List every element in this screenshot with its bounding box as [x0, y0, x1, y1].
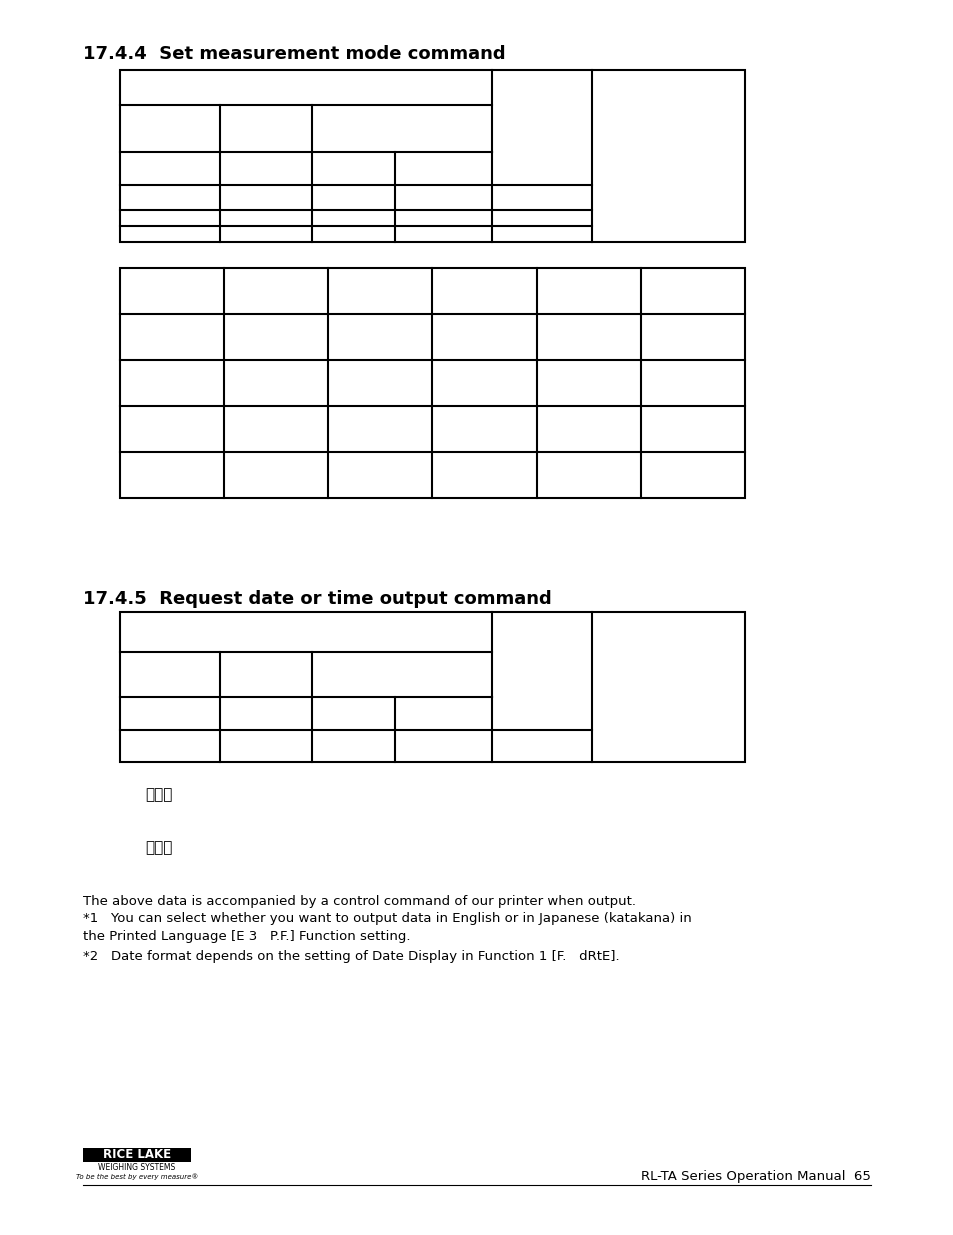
Bar: [120, 268, 744, 498]
Text: *1   You can select whether you want to output data in English or in Japanese (k: *1 You can select whether you want to ou…: [83, 911, 691, 925]
Text: 17.4.4  Set measurement mode command: 17.4.4 Set measurement mode command: [83, 44, 505, 63]
Text: 17.4.5  Request date or time output command: 17.4.5 Request date or time output comma…: [83, 590, 551, 608]
Text: WEIGHING SYSTEMS: WEIGHING SYSTEMS: [98, 1163, 175, 1172]
Bar: [83, 1149, 191, 1162]
Text: RL-TA Series Operation Manual  65: RL-TA Series Operation Manual 65: [640, 1170, 870, 1183]
Bar: [120, 613, 744, 762]
Text: *2   Date format depends on the setting of Date Display in Function 1 [F.   dRtE: *2 Date format depends on the setting of…: [83, 950, 619, 963]
Text: The above data is accompanied by a control command of our printer when output.: The above data is accompanied by a contr…: [83, 895, 636, 908]
Text: To be the best by every measure®: To be the best by every measure®: [75, 1173, 198, 1179]
Text: the Printed Language [E 3   P.F.] Function setting.: the Printed Language [E 3 P.F.] Function…: [83, 930, 410, 944]
Text: ヒズケ: ヒズケ: [145, 787, 172, 802]
Text: RICE LAKE: RICE LAKE: [103, 1149, 171, 1161]
Text: ジコク: ジコク: [145, 840, 172, 855]
Bar: [120, 70, 744, 242]
